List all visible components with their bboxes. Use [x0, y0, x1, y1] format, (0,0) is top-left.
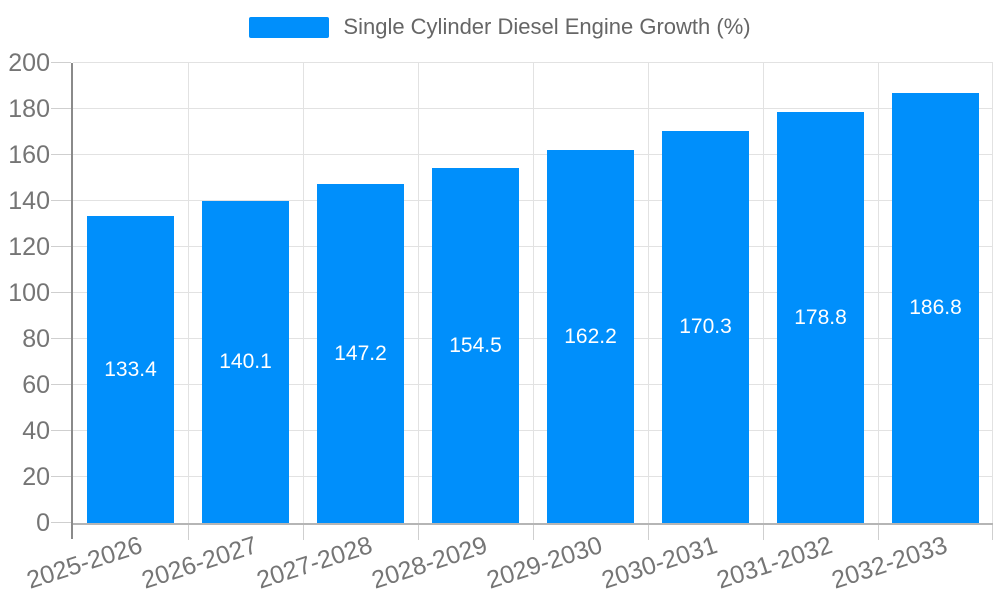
gridline-h [73, 62, 993, 63]
y-axis-line [71, 523, 73, 539]
bar: 162.2 [547, 150, 634, 523]
bar-value-label: 186.8 [909, 296, 962, 319]
y-tick-label: 40 [22, 417, 50, 445]
y-tick-label: 140 [8, 187, 50, 215]
x-tick-label: 2030-2031 [598, 531, 721, 595]
gridline-v [418, 63, 419, 523]
x-tick-label: 2031-2032 [713, 531, 836, 595]
y-tick-label: 80 [22, 325, 50, 353]
bar-value-label: 162.2 [564, 324, 617, 348]
gridline-v [188, 63, 189, 523]
gridline-v [992, 63, 993, 523]
y-axis-labels: 0 20 40 60 80 100 120 140 160 180 200 [0, 0, 50, 600]
legend-label[interactable]: Single Cylinder Diesel Engine Growth (%) [343, 14, 751, 39]
bar: 147.2 [317, 184, 404, 523]
bar: 140.1 [202, 201, 289, 523]
bar-value-label: 170.3 [679, 315, 732, 338]
gridline-v [763, 63, 764, 523]
y-tick-label: 100 [8, 279, 50, 307]
x-axis-tick [878, 525, 879, 540]
x-tick-label: 2029-2030 [483, 531, 606, 595]
gridline-v [533, 63, 534, 523]
x-tick-label: 2028-2029 [368, 531, 491, 595]
y-axis-tick [51, 246, 71, 247]
bar-value-label: 154.5 [449, 333, 502, 357]
y-tick-label: 60 [22, 371, 50, 399]
bar-value-label: 147.2 [334, 341, 387, 365]
bar-value-label: 178.8 [794, 305, 847, 329]
x-axis-tick [648, 525, 649, 540]
y-axis-tick [51, 62, 71, 63]
x-axis-tick [992, 525, 993, 540]
y-tick-label: 200 [8, 49, 50, 77]
bar: 178.8 [777, 112, 864, 523]
y-tick-label: 160 [8, 141, 50, 169]
x-axis-tick [533, 525, 534, 540]
x-tick-label: 2032-2033 [828, 531, 951, 595]
x-axis-tick [303, 525, 304, 540]
x-axis-tick [188, 525, 189, 540]
y-axis-tick [51, 200, 71, 201]
bar-value-label: 140.1 [219, 350, 272, 373]
bar: 133.4 [87, 216, 174, 523]
gridline-v [648, 63, 649, 523]
bar: 154.5 [432, 168, 519, 523]
x-axis-tick [763, 525, 764, 540]
bar-value-label: 133.4 [104, 357, 157, 381]
gridline-v [878, 63, 879, 523]
x-tick-label: 2026-2027 [138, 531, 261, 595]
y-tick-label: 20 [22, 463, 50, 491]
plot-area: 133.4 140.1 147.2 154.5 162.2 170.3 178.8 186.8 [51, 62, 993, 540]
y-tick-label: 120 [8, 233, 50, 261]
y-axis-tick [51, 384, 71, 385]
y-tick-label: 0 [36, 509, 50, 537]
y-axis-tick [51, 430, 71, 431]
y-axis-tick [51, 108, 71, 109]
y-tick-label: 180 [8, 95, 50, 123]
y-axis-tick [51, 476, 71, 477]
legend[interactable]: Single Cylinder Diesel Engine Growth (%) [0, 14, 1000, 40]
y-axis-tick [51, 154, 71, 155]
bar: 186.8 [892, 93, 979, 523]
y-axis-tick [51, 522, 71, 523]
y-axis-tick [51, 338, 71, 339]
x-axis-tick [418, 525, 419, 540]
gridline-v [303, 63, 304, 523]
y-axis-tick [51, 292, 71, 293]
x-tick-label: 2027-2028 [253, 531, 376, 595]
legend-swatch[interactable] [249, 16, 330, 38]
bar: 170.3 [662, 131, 749, 523]
